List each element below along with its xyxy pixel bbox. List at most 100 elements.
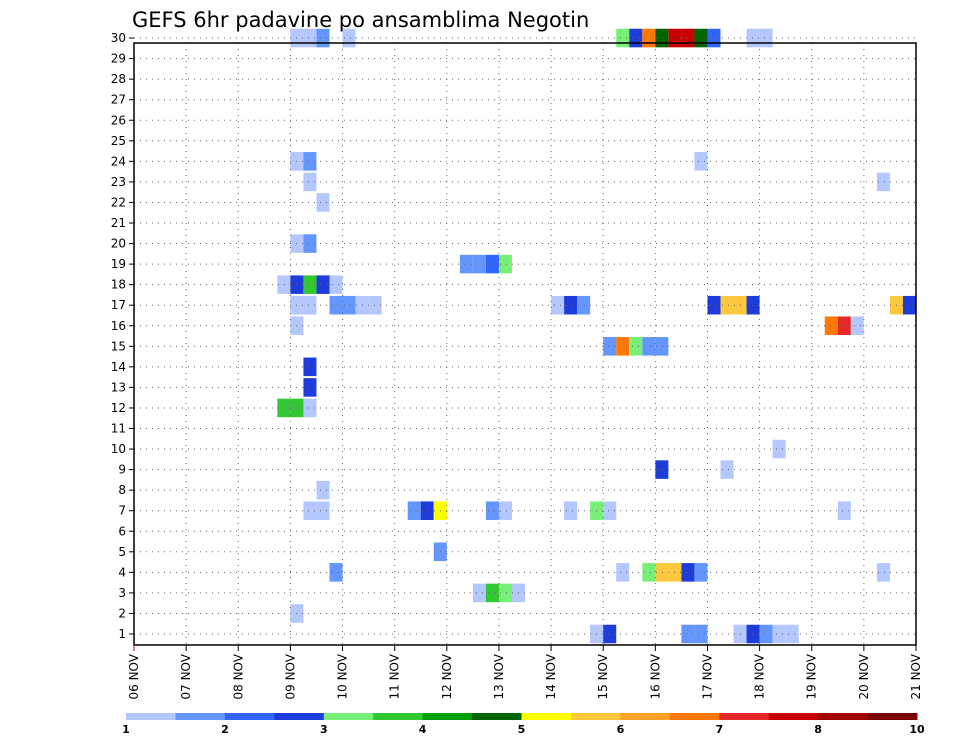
y-tick-label: 14 bbox=[111, 360, 126, 374]
x-tick-label: 16 NOV bbox=[648, 653, 662, 699]
heatmap-cell bbox=[316, 28, 330, 48]
colorbar-segment bbox=[570, 713, 621, 720]
heatmap-cell bbox=[329, 275, 343, 294]
heatmap-cell bbox=[303, 501, 317, 520]
colorbar-tick-label: 7 bbox=[715, 723, 723, 736]
colorbar-segment bbox=[768, 713, 819, 720]
y-tick-label: 3 bbox=[118, 586, 126, 600]
heatmap-cell bbox=[837, 316, 851, 336]
heatmap-cell bbox=[616, 28, 630, 48]
y-tick-label: 7 bbox=[118, 504, 126, 518]
colorbar-segment bbox=[224, 713, 275, 720]
colorbar-segment bbox=[274, 713, 325, 720]
heatmap-cell bbox=[616, 563, 630, 582]
heatmap-cell bbox=[603, 337, 617, 356]
heatmap-cell bbox=[485, 254, 499, 274]
heatmap-cell bbox=[655, 460, 669, 479]
colorbar-tick-label: 4 bbox=[419, 723, 427, 736]
y-tick-label: 15 bbox=[111, 339, 126, 353]
heatmap-cell bbox=[720, 295, 734, 315]
x-tick-label: 15 NOV bbox=[596, 653, 610, 699]
heatmap-cell bbox=[772, 624, 786, 644]
heatmap-cell bbox=[876, 172, 890, 192]
y-tick-label: 18 bbox=[111, 278, 126, 292]
heatmap-cell bbox=[316, 275, 330, 294]
y-tick-label: 10 bbox=[111, 442, 126, 456]
heatmap-cell bbox=[277, 275, 291, 294]
heatmap-cell bbox=[577, 295, 591, 315]
heatmap-cell bbox=[564, 501, 578, 520]
heatmap-cell bbox=[342, 295, 356, 315]
heatmap-cell bbox=[876, 563, 890, 582]
heatmap-cell bbox=[629, 337, 643, 356]
heatmap-cell bbox=[694, 563, 708, 582]
heatmap-cell bbox=[498, 254, 512, 274]
y-tick-label: 30 bbox=[111, 31, 126, 45]
heatmap-cell bbox=[746, 624, 760, 644]
heatmap-cell bbox=[772, 439, 786, 459]
colorbar-segment bbox=[373, 713, 424, 720]
heatmap-cell bbox=[485, 583, 499, 603]
heatmap-cell bbox=[329, 295, 343, 315]
x-tick-label: 08 NOV bbox=[231, 653, 245, 699]
heatmap-cell bbox=[498, 583, 512, 603]
x-tick-label: 21 NOV bbox=[909, 653, 923, 699]
y-tick-label: 22 bbox=[111, 195, 126, 209]
y-tick-label: 4 bbox=[118, 565, 126, 579]
x-tick-label: 12 NOV bbox=[440, 653, 454, 699]
heatmap-cell bbox=[655, 28, 669, 48]
heatmap-cell bbox=[603, 624, 617, 644]
heatmap-cell bbox=[316, 193, 330, 212]
x-tick-label: 06 NOV bbox=[127, 653, 141, 699]
y-tick-label: 9 bbox=[118, 463, 126, 477]
colorbar-tick-label: 10 bbox=[909, 723, 925, 736]
colorbar-segment bbox=[818, 713, 869, 720]
colorbar-tick-label: 5 bbox=[518, 723, 526, 736]
heatmap-cell bbox=[746, 28, 760, 48]
heatmap-cell bbox=[629, 28, 643, 48]
y-axis-ticks: 1234567891011121314151617181920212223242… bbox=[111, 31, 134, 641]
colorbar-segment bbox=[620, 713, 671, 720]
colorbar-segment bbox=[323, 713, 374, 720]
x-tick-label: 10 NOV bbox=[336, 653, 350, 699]
heatmap-cell bbox=[407, 501, 421, 520]
heatmap-cell bbox=[642, 563, 656, 582]
heatmap-cell bbox=[303, 172, 317, 192]
heatmap-cell bbox=[498, 501, 512, 520]
heatmap-cell bbox=[694, 28, 708, 48]
colorbar: 1234567810121520 bbox=[122, 713, 925, 736]
heatmap-cell bbox=[303, 152, 317, 171]
y-tick-label: 5 bbox=[118, 545, 126, 559]
x-tick-label: 18 NOV bbox=[753, 653, 767, 699]
colorbar-segment bbox=[719, 713, 770, 720]
heatmap-cell bbox=[551, 295, 565, 315]
heatmap-cell bbox=[746, 295, 760, 315]
heatmap-cell bbox=[681, 563, 695, 582]
heatmap-cell bbox=[420, 501, 434, 520]
y-tick-label: 12 bbox=[111, 401, 126, 415]
colorbar-tick-label: 2 bbox=[221, 723, 229, 736]
heatmap-cell bbox=[459, 254, 473, 274]
y-tick-label: 6 bbox=[118, 524, 126, 538]
y-tick-label: 2 bbox=[118, 606, 126, 620]
heatmap-cell bbox=[837, 501, 851, 520]
colorbar-segment bbox=[472, 713, 522, 720]
heatmap-cell bbox=[785, 624, 799, 644]
y-tick-label: 13 bbox=[111, 380, 126, 394]
heatmap-cell bbox=[472, 583, 486, 603]
heatmap-cell bbox=[303, 357, 317, 377]
heatmap-cell bbox=[368, 295, 382, 315]
y-tick-label: 19 bbox=[111, 257, 126, 271]
x-tick-label: 09 NOV bbox=[283, 653, 297, 699]
heatmap-cell bbox=[824, 316, 838, 336]
heatmap-cell bbox=[681, 624, 695, 644]
x-tick-label: 14 NOV bbox=[544, 653, 558, 699]
y-tick-label: 25 bbox=[111, 134, 126, 148]
y-tick-label: 17 bbox=[111, 298, 126, 312]
heatmap-cell bbox=[316, 480, 330, 500]
heatmap-cell bbox=[303, 234, 317, 253]
y-tick-label: 27 bbox=[111, 93, 126, 107]
x-tick-label: 19 NOV bbox=[805, 653, 819, 699]
heatmap-cell bbox=[472, 254, 486, 274]
heatmap-cell bbox=[707, 28, 721, 48]
